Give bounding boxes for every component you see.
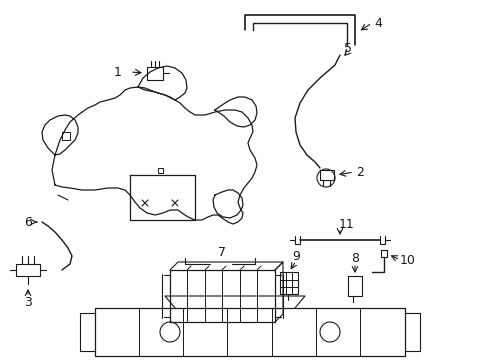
Text: 10: 10 <box>399 253 415 266</box>
Polygon shape <box>213 190 243 218</box>
Text: 7: 7 <box>218 246 225 258</box>
Text: 1: 1 <box>114 66 122 78</box>
Polygon shape <box>130 175 195 220</box>
Polygon shape <box>52 87 257 224</box>
Text: 4: 4 <box>373 17 381 30</box>
Polygon shape <box>42 115 78 155</box>
Text: 5: 5 <box>343 41 351 54</box>
Polygon shape <box>138 66 186 100</box>
Text: 2: 2 <box>355 166 363 179</box>
Text: 9: 9 <box>291 249 299 262</box>
Polygon shape <box>215 97 257 127</box>
Text: 11: 11 <box>339 217 354 230</box>
Text: 8: 8 <box>350 252 358 265</box>
Text: 3: 3 <box>24 296 32 309</box>
Text: 6: 6 <box>24 216 32 229</box>
